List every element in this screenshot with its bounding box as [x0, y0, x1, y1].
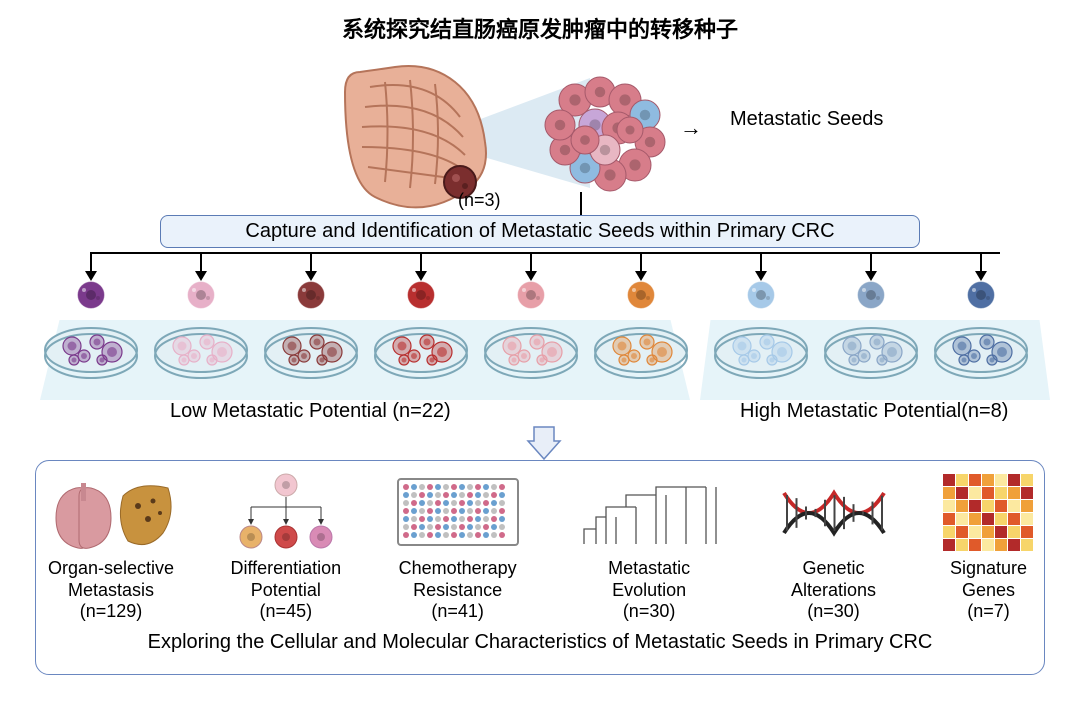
analysis-item-label: SignatureGenes(n=7) [950, 558, 1027, 623]
dish-icon [482, 320, 580, 395]
page-title: 系统探究结直肠癌原发肿瘤中的转移种子 [0, 12, 1080, 44]
analysis-item: ChemotherapyResistance(n=41) [396, 474, 520, 623]
analysis-item: SignatureGenes(n=7) [943, 474, 1034, 623]
tumor-cluster-icon [540, 70, 680, 205]
capture-box: Capture and Identification of Metastatic… [160, 215, 920, 248]
cell-icon [966, 280, 996, 315]
analysis-item-label: ChemotherapyResistance(n=41) [399, 558, 517, 623]
dish-icon [152, 320, 250, 395]
dish-icon [822, 320, 920, 395]
seed-arrow-icon: → [680, 115, 702, 141]
analysis-item-label: GeneticAlterations(n=30) [791, 558, 876, 623]
analysis-item-label: DifferentiationPotential(n=45) [230, 558, 341, 623]
dish-icon [372, 320, 470, 395]
analysis-item-label: MetastaticEvolution(n=30) [608, 558, 690, 623]
dish-icon [262, 320, 360, 395]
dish-icon [42, 320, 140, 395]
low-potential-label: Low Metastatic Potential (n=22) [170, 400, 451, 423]
dish-icon [712, 320, 810, 395]
analysis-item: GeneticAlterations(n=30) [779, 474, 889, 623]
dish-icon [932, 320, 1030, 395]
connector-line [580, 192, 582, 215]
analysis-item: Organ-selectiveMetastasis(n=129) [46, 474, 176, 623]
analysis-item-label: Organ-selectiveMetastasis(n=129) [48, 558, 174, 623]
n3-label: (n=3) [458, 190, 501, 211]
analysis-caption: Exploring the Cellular and Molecular Cha… [46, 631, 1034, 654]
high-potential-label: High Metastatic Potential(n=8) [740, 400, 1008, 423]
cell-icon [746, 280, 776, 315]
cell-icon [516, 280, 546, 315]
dish-icon [592, 320, 690, 395]
cell-icon [626, 280, 656, 315]
analysis-item: MetastaticEvolution(n=30) [574, 474, 724, 623]
analysis-box: Organ-selectiveMetastasis(n=129) Differen… [35, 460, 1045, 675]
cell-icon [856, 280, 886, 315]
cell-icon [186, 280, 216, 315]
cell-icon [76, 280, 106, 315]
analysis-item: DifferentiationPotential(n=45) [230, 474, 341, 623]
branch-hline [90, 252, 1000, 254]
cell-icon [406, 280, 436, 315]
metastatic-seeds-label: Metastatic Seeds [730, 108, 883, 131]
cell-icon [296, 280, 326, 315]
